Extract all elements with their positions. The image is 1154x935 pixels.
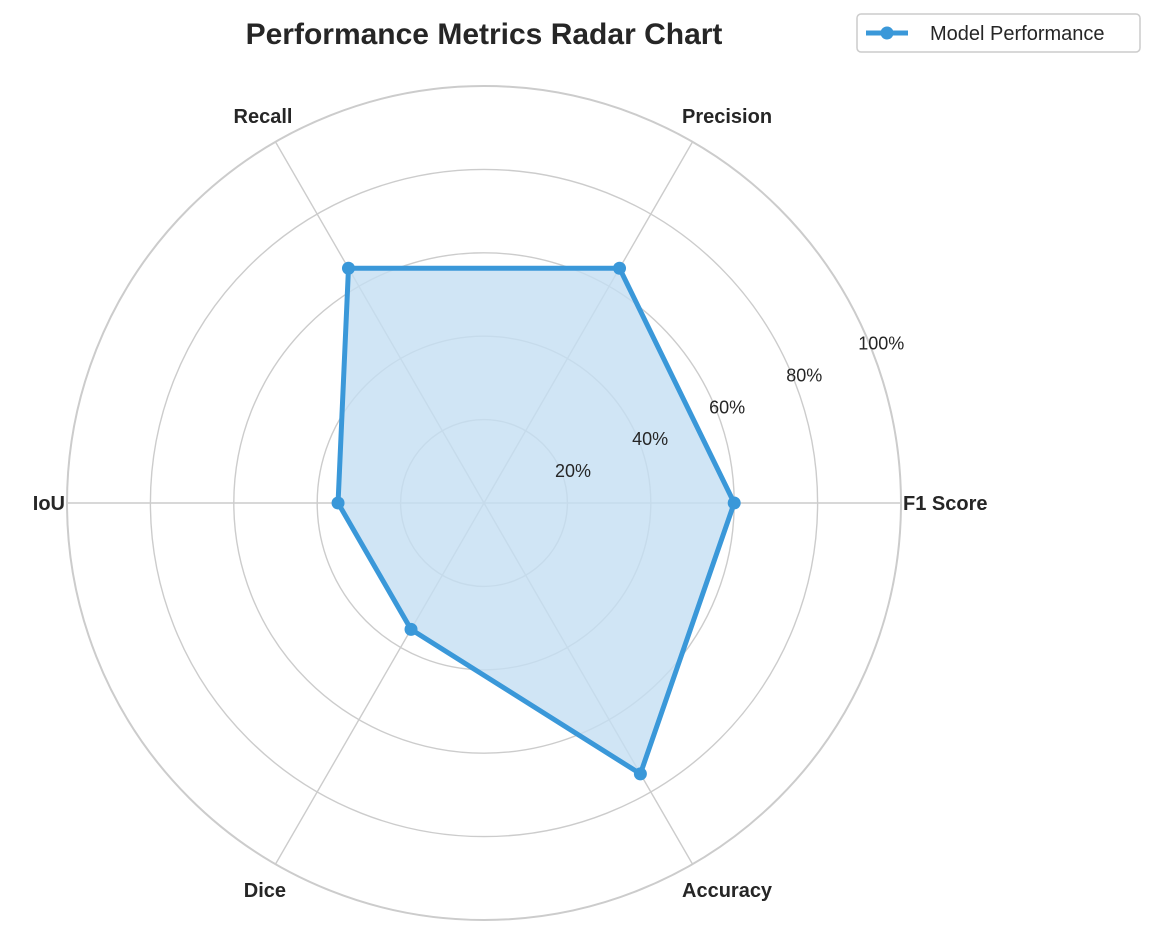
series-area	[335, 265, 737, 777]
legend-marker-swatch	[880, 26, 894, 40]
data-point	[404, 622, 418, 636]
radial-tick-label: 60%	[709, 397, 745, 417]
radial-tick-label: 80%	[786, 365, 822, 385]
chart-title: Performance Metrics Radar Chart	[246, 18, 723, 51]
data-point	[633, 767, 647, 781]
legend-label: Model Performance	[930, 23, 1105, 45]
category-label: Recall	[234, 106, 293, 128]
radial-tick-label: 40%	[632, 429, 668, 449]
category-label: Dice	[244, 880, 286, 902]
category-label: Accuracy	[682, 880, 773, 902]
data-point	[727, 496, 741, 510]
radial-tick-labels: 20% 40% 60% 80% 100%	[555, 333, 904, 481]
series-points	[331, 261, 741, 781]
category-label: Precision	[682, 106, 772, 128]
data-point	[613, 261, 627, 275]
series-fill	[338, 268, 735, 774]
category-labels: F1 Score Precision Recall IoU Dice Accuracy	[33, 106, 988, 902]
data-point	[331, 496, 345, 510]
legend-box	[856, 13, 1141, 53]
legend: Model Performance	[856, 13, 1141, 53]
radial-tick-label: 20%	[555, 461, 591, 481]
data-point	[341, 261, 355, 275]
category-label: IoU	[33, 493, 65, 515]
radial-tick-label: 100%	[858, 333, 904, 353]
category-label: F1 Score	[903, 493, 987, 515]
